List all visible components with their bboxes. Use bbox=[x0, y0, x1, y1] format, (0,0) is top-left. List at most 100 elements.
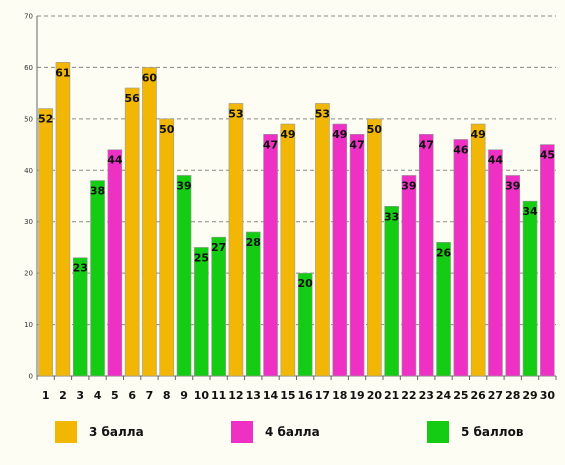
bar bbox=[176, 175, 192, 377]
x-tick-label: 30 bbox=[540, 389, 556, 402]
bar bbox=[211, 236, 226, 377]
x-tick-label: 29 bbox=[522, 389, 537, 402]
x-tick-label: 17 bbox=[315, 389, 330, 402]
y-tick-label: 70 bbox=[24, 13, 33, 21]
bar bbox=[55, 61, 71, 377]
data-label: 23 bbox=[73, 262, 88, 275]
x-tick-label: 8 bbox=[163, 389, 171, 402]
data-label: 20 bbox=[297, 277, 313, 290]
bar bbox=[470, 123, 486, 377]
data-label: 61 bbox=[55, 66, 70, 79]
bar bbox=[505, 175, 521, 377]
x-tick-label: 14 bbox=[263, 389, 279, 402]
data-label: 34 bbox=[522, 205, 538, 218]
legend-label-5: 5 баллов bbox=[461, 425, 524, 439]
bar bbox=[418, 133, 434, 377]
x-tick-label: 9 bbox=[180, 389, 188, 402]
data-label: 53 bbox=[228, 107, 243, 120]
x-tick-label: 24 bbox=[436, 389, 452, 402]
x-tick-label: 21 bbox=[384, 389, 399, 402]
data-label: 47 bbox=[419, 138, 434, 151]
bar bbox=[194, 247, 209, 377]
data-label: 39 bbox=[176, 179, 191, 192]
bar bbox=[367, 118, 382, 377]
data-label: 49 bbox=[470, 128, 485, 141]
x-tick-label: 28 bbox=[505, 389, 520, 402]
x-tick-label: 13 bbox=[246, 389, 261, 402]
bar bbox=[107, 149, 123, 377]
x-tick-label: 27 bbox=[488, 389, 503, 402]
x-tick-label: 1 bbox=[42, 389, 50, 402]
y-tick-label: 0 bbox=[29, 373, 33, 381]
bar bbox=[228, 103, 244, 377]
data-label: 26 bbox=[436, 246, 452, 259]
data-label: 47 bbox=[349, 138, 364, 151]
data-label: 60 bbox=[142, 71, 158, 84]
x-tick-label: 5 bbox=[111, 389, 119, 402]
bar-chart: 0102030405060705216122333844455666075083… bbox=[24, 13, 557, 402]
legend-label-3: 3 балла bbox=[89, 425, 144, 439]
bar bbox=[263, 133, 278, 377]
bar bbox=[436, 241, 451, 377]
bar bbox=[349, 133, 365, 377]
y-tick-label: 20 bbox=[24, 270, 33, 278]
data-label: 39 bbox=[401, 179, 416, 192]
bar bbox=[401, 175, 417, 377]
x-tick-label: 2 bbox=[59, 389, 67, 402]
y-tick-label: 40 bbox=[24, 167, 33, 175]
x-tick-label: 11 bbox=[211, 389, 226, 402]
bar bbox=[488, 149, 503, 377]
x-tick-label: 12 bbox=[228, 389, 243, 402]
bar bbox=[453, 139, 469, 377]
data-label: 49 bbox=[332, 128, 347, 141]
x-tick-label: 7 bbox=[146, 389, 154, 402]
bar bbox=[159, 118, 175, 377]
x-tick-label: 16 bbox=[297, 389, 313, 402]
bar bbox=[522, 200, 538, 377]
x-tick-label: 20 bbox=[367, 389, 383, 402]
data-label: 25 bbox=[194, 251, 209, 264]
legend-swatch-5 bbox=[427, 421, 449, 443]
data-label: 44 bbox=[488, 154, 504, 167]
data-label: 38 bbox=[90, 185, 105, 198]
bar bbox=[384, 205, 399, 377]
legend-item-3: 3 балла bbox=[55, 419, 144, 445]
bar bbox=[124, 87, 140, 377]
x-tick-label: 22 bbox=[401, 389, 416, 402]
x-tick-label: 3 bbox=[76, 389, 84, 402]
data-label: 28 bbox=[246, 236, 261, 249]
bar bbox=[540, 144, 555, 377]
legend-label-4: 4 балла bbox=[265, 425, 320, 439]
data-label: 50 bbox=[367, 123, 383, 136]
data-label: 56 bbox=[124, 92, 140, 105]
x-tick-label: 19 bbox=[349, 389, 364, 402]
y-tick-label: 60 bbox=[24, 64, 33, 72]
x-tick-label: 6 bbox=[128, 389, 136, 402]
x-tick-label: 26 bbox=[470, 389, 486, 402]
bar bbox=[245, 231, 261, 377]
data-label: 50 bbox=[159, 123, 175, 136]
data-label: 39 bbox=[505, 179, 520, 192]
legend-swatch-3 bbox=[55, 421, 77, 443]
bar bbox=[90, 180, 105, 377]
y-tick-label: 10 bbox=[24, 321, 33, 329]
x-tick-label: 18 bbox=[332, 389, 347, 402]
x-tick-label: 23 bbox=[419, 389, 434, 402]
x-tick-label: 4 bbox=[94, 389, 102, 402]
legend-swatch-4 bbox=[231, 421, 253, 443]
bar bbox=[38, 108, 53, 377]
bar bbox=[297, 272, 313, 377]
data-label: 46 bbox=[453, 143, 469, 156]
data-label: 33 bbox=[384, 210, 399, 223]
x-tick-label: 15 bbox=[280, 389, 295, 402]
data-label: 49 bbox=[280, 128, 295, 141]
data-label: 44 bbox=[107, 154, 123, 167]
bar bbox=[332, 123, 348, 377]
x-tick-label: 10 bbox=[194, 389, 210, 402]
data-label: 52 bbox=[38, 113, 53, 126]
legend-item-4: 4 балла bbox=[231, 419, 320, 445]
bar bbox=[72, 257, 88, 377]
y-tick-label: 50 bbox=[24, 115, 33, 123]
y-tick-label: 30 bbox=[24, 218, 33, 226]
bar bbox=[315, 103, 330, 377]
